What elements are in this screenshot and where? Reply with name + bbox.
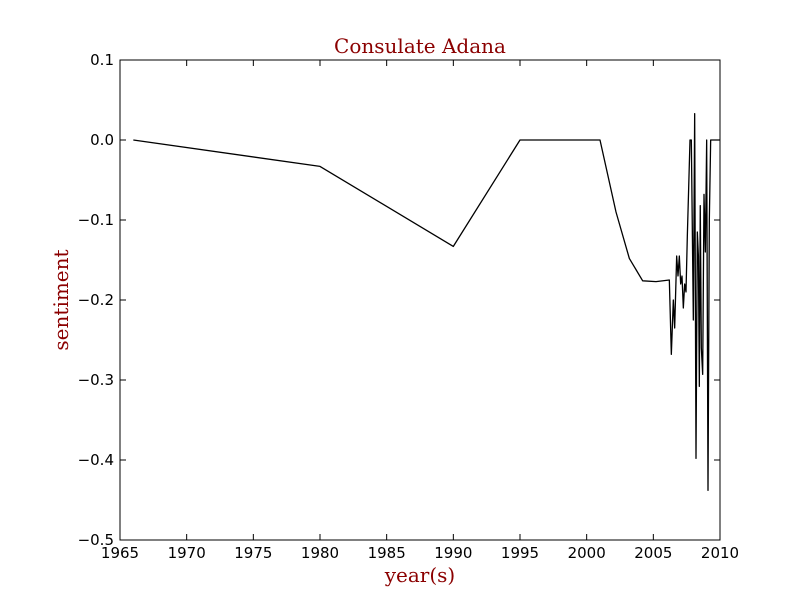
series-layer bbox=[133, 112, 720, 492]
x-tick-label: 1970 bbox=[168, 544, 206, 562]
x-tick-label: 1980 bbox=[301, 544, 339, 562]
y-axis-label: sentiment bbox=[49, 249, 73, 350]
y-tick-label: 0.0 bbox=[90, 131, 114, 149]
ticks-layer: 1965 1970 1975 1980 1985 1990 1995 2000 2005 2010… bbox=[78, 51, 740, 562]
x-tick-label: 2000 bbox=[568, 544, 606, 562]
chart-title: Consulate Adana bbox=[334, 34, 506, 58]
x-axis-label: year(s) bbox=[384, 563, 456, 587]
y-tick-label: −0.1 bbox=[78, 211, 114, 229]
y-tick-label: 0.1 bbox=[90, 51, 114, 69]
y-tick-label: −0.5 bbox=[78, 531, 114, 549]
sentiment-series-line bbox=[133, 112, 720, 492]
plot-frame bbox=[119, 59, 721, 541]
x-tick-label: 2005 bbox=[634, 544, 672, 562]
x-tick-label: 2010 bbox=[701, 544, 739, 562]
x-tick-label: 1975 bbox=[234, 544, 272, 562]
x-tick-label: 1965 bbox=[101, 544, 139, 562]
y-tick-label: −0.3 bbox=[78, 371, 114, 389]
y-tick-label: −0.4 bbox=[78, 451, 114, 469]
x-tick-label: 1985 bbox=[368, 544, 406, 562]
y-tick-label: −0.2 bbox=[78, 291, 114, 309]
x-tick-label: 1995 bbox=[501, 544, 539, 562]
x-tick-label: 1990 bbox=[434, 544, 472, 562]
